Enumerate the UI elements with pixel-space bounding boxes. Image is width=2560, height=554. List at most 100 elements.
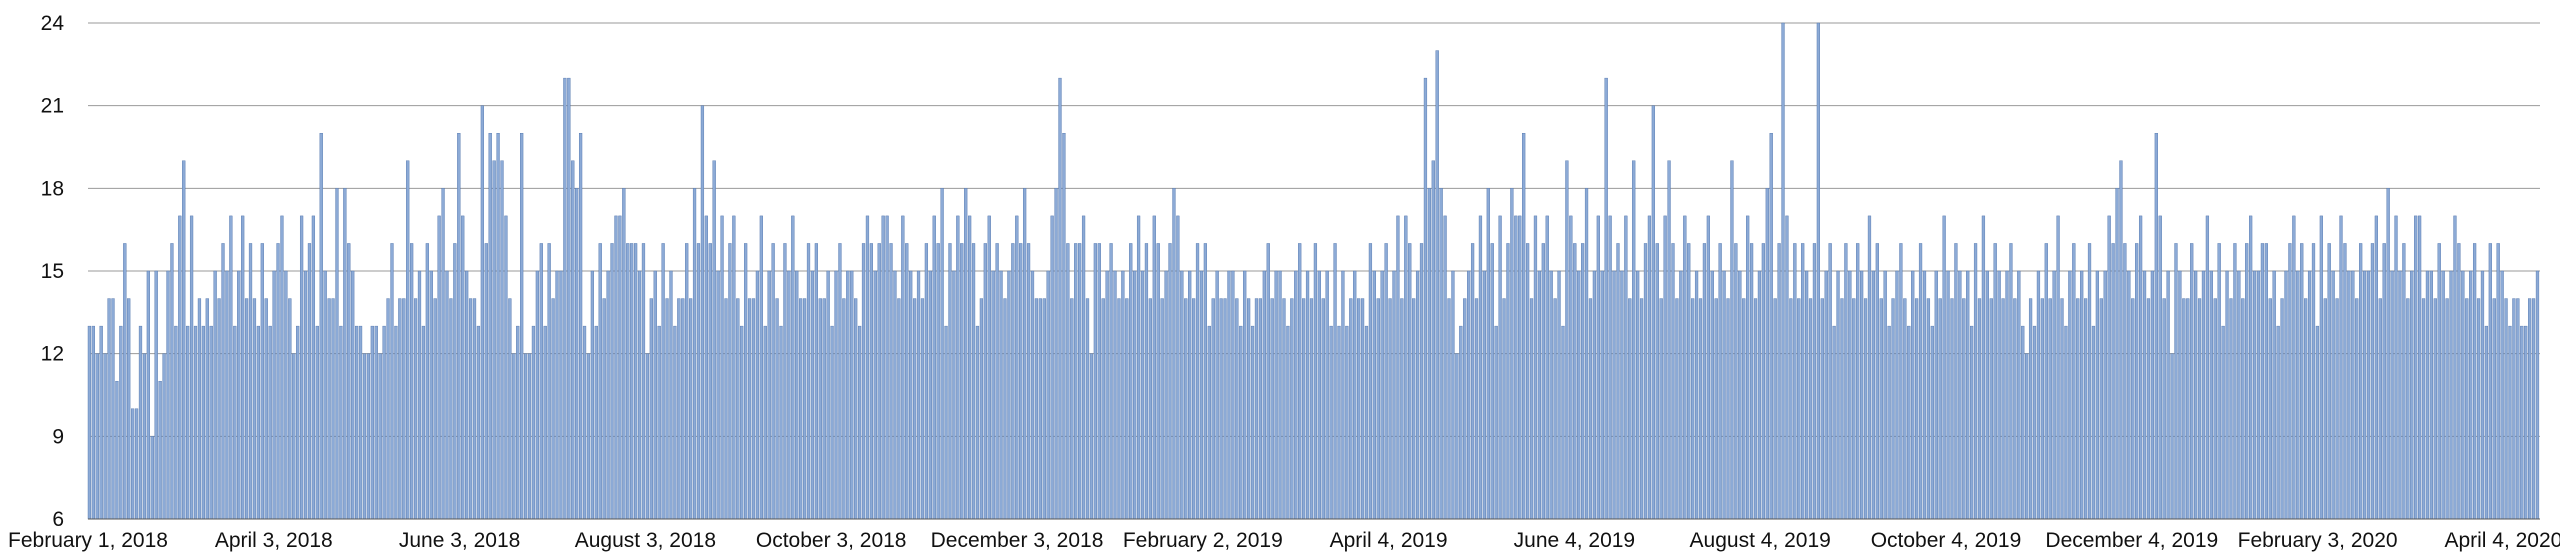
bar [932,215,936,520]
bar [1160,298,1164,520]
bar [1038,298,1042,520]
bar [2429,270,2433,520]
bar [2040,298,2044,520]
bar [559,270,563,520]
bar [1675,298,1679,520]
bar [1266,243,1270,520]
bar [2359,243,2363,520]
bar [1608,215,1612,520]
bar [1494,325,1498,520]
bar [1518,215,1522,520]
bar [1667,160,1671,520]
bar [2158,215,2162,520]
bar [2264,243,2268,520]
bar [311,215,316,520]
bar [704,215,708,520]
bar [1832,325,1836,520]
bar [1628,298,1632,520]
bar [1474,298,1479,520]
bar [99,325,103,520]
bar [1702,243,1707,520]
bar [1836,270,1840,520]
bar [386,298,390,520]
bar [1066,243,1070,520]
bar [1918,243,1923,520]
bar [763,325,767,520]
bar [799,298,803,520]
bar [2492,298,2496,520]
bar [2052,270,2056,520]
bar [476,325,481,520]
bar [303,270,308,520]
bar [2217,243,2221,520]
bar [2476,298,2481,520]
bar [893,270,897,520]
bar [1152,215,1156,520]
bar [1026,243,1031,520]
bar [1588,298,1593,520]
bar [1329,325,1333,520]
bar [1294,270,1298,520]
bar [1019,243,1023,520]
bar [2237,270,2241,520]
bar [1482,270,1486,520]
bar [186,325,190,520]
bar [1396,215,1400,520]
bar [1569,215,1573,520]
bar [2213,298,2217,520]
bar [323,270,327,520]
bar [1380,270,1384,520]
bar [2280,298,2284,520]
bar [523,353,528,520]
bar [1219,298,1223,520]
bar [1663,215,1667,520]
bar [2300,243,2304,520]
bar [437,215,441,520]
bar [2245,243,2249,520]
bar [225,270,229,520]
bar [814,243,818,520]
bar [861,243,866,520]
bar [1616,243,1620,520]
bar [2001,298,2005,520]
bar [1364,325,1369,520]
bar [964,188,968,520]
bar [1970,325,1974,520]
bar [2123,243,2127,520]
bar [2111,243,2115,520]
bar [1439,188,1443,520]
bar [716,270,720,520]
bar [1726,298,1730,520]
bar [2060,298,2064,520]
bar [1415,270,1420,520]
bar [1254,298,1259,520]
bar [1341,270,1345,520]
bar [594,325,598,520]
bar [229,215,233,520]
bar [1085,298,1090,520]
bar [449,298,453,520]
bar [1706,215,1710,520]
bar [441,188,445,520]
bar [1074,243,1078,520]
bar [1561,325,1565,520]
bar [952,270,956,520]
bar [1227,270,1231,520]
bar [425,243,429,520]
bar [606,270,610,520]
bar [578,133,583,520]
bar [846,270,850,520]
bar [1977,298,1982,520]
bar [586,353,591,520]
bar [1856,243,1860,520]
bar [1078,243,1082,520]
bar [795,270,799,520]
bar [158,381,162,520]
bar [1353,270,1357,520]
bar [1459,325,1463,520]
bar [1694,270,1699,520]
x-tick-label: December 4, 2019 [2045,529,2218,552]
bar [1683,215,1687,520]
bar [736,298,740,520]
